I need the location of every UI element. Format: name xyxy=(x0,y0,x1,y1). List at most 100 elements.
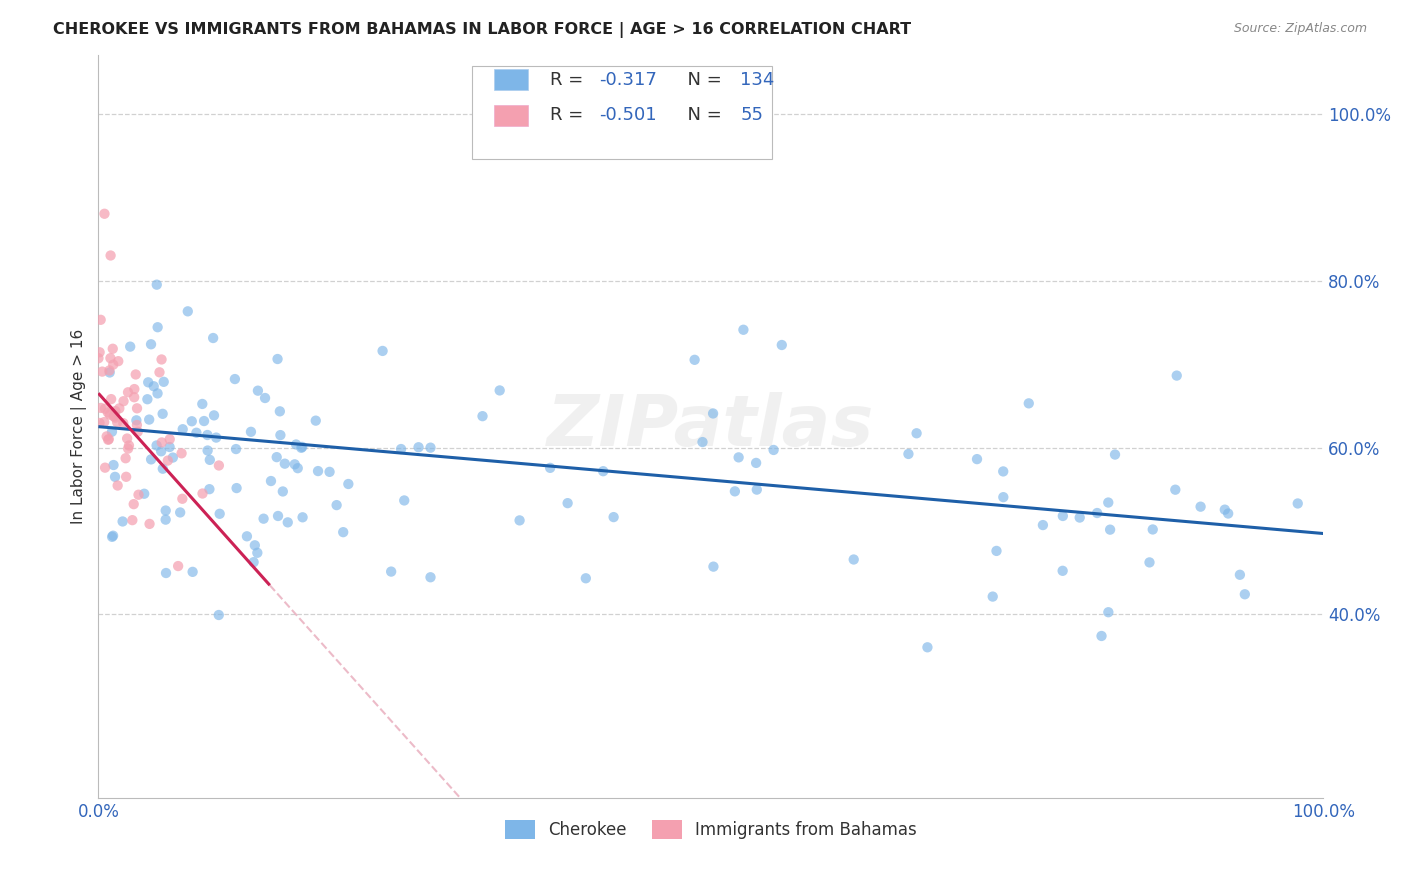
Point xyxy=(683,352,706,367)
Point xyxy=(104,410,127,425)
Point xyxy=(1090,629,1112,643)
Point xyxy=(277,516,299,530)
Point xyxy=(155,566,177,580)
Point xyxy=(307,464,329,478)
Point xyxy=(93,415,115,429)
Point xyxy=(146,320,169,334)
Point xyxy=(139,337,162,351)
Point xyxy=(1104,448,1126,462)
Point xyxy=(260,474,283,488)
Point xyxy=(419,441,441,455)
Point xyxy=(98,363,121,377)
Point xyxy=(112,394,135,409)
Point xyxy=(146,386,169,401)
Point xyxy=(198,482,221,496)
Point xyxy=(198,453,221,467)
Point xyxy=(557,496,579,510)
Point xyxy=(208,607,231,622)
Point xyxy=(246,546,269,560)
Point xyxy=(117,442,139,456)
Point xyxy=(91,365,114,379)
Point xyxy=(266,351,288,366)
Point xyxy=(770,338,793,352)
Point xyxy=(208,458,231,473)
Point xyxy=(727,450,749,465)
Point xyxy=(191,486,214,500)
Point xyxy=(100,351,122,366)
Point xyxy=(1229,567,1251,582)
Point xyxy=(96,429,118,443)
Text: -0.317: -0.317 xyxy=(599,70,657,88)
Point xyxy=(186,425,208,440)
Point xyxy=(105,415,128,429)
Point xyxy=(120,340,142,354)
Point xyxy=(125,413,148,427)
Point xyxy=(246,384,269,398)
Point xyxy=(138,412,160,426)
Point xyxy=(981,590,1004,604)
Point xyxy=(471,409,494,424)
Point xyxy=(89,416,111,430)
Point xyxy=(103,458,125,472)
Point xyxy=(905,426,928,441)
Point xyxy=(159,440,181,454)
Point xyxy=(1097,605,1119,619)
Legend: Cherokee, Immigrants from Bahamas: Cherokee, Immigrants from Bahamas xyxy=(498,813,924,846)
Point xyxy=(136,376,159,390)
Point xyxy=(159,432,181,446)
Point xyxy=(127,425,149,439)
Point xyxy=(762,442,785,457)
Point xyxy=(97,405,120,419)
Point xyxy=(1164,483,1187,497)
Point xyxy=(152,375,174,389)
Point xyxy=(150,435,173,450)
Point xyxy=(1166,368,1188,383)
Point xyxy=(993,465,1015,479)
Point xyxy=(538,461,561,475)
Point xyxy=(155,503,177,517)
Point xyxy=(118,438,141,452)
Point xyxy=(125,401,148,416)
Point xyxy=(371,343,394,358)
Point xyxy=(702,559,724,574)
Point xyxy=(98,366,121,380)
Point xyxy=(284,458,307,472)
Text: CHEROKEE VS IMMIGRANTS FROM BAHAMAS IN LABOR FORCE | AGE > 16 CORRELATION CHART: CHEROKEE VS IMMIGRANTS FROM BAHAMAS IN L… xyxy=(53,22,911,38)
Point xyxy=(172,422,194,436)
Point xyxy=(197,443,219,458)
Text: 134: 134 xyxy=(740,70,775,88)
Point xyxy=(103,409,125,424)
Point xyxy=(170,446,193,460)
Point xyxy=(325,498,347,512)
Point xyxy=(142,379,165,393)
Point xyxy=(592,464,614,478)
Point xyxy=(1233,587,1256,601)
Point xyxy=(1218,507,1240,521)
Point xyxy=(285,437,308,451)
Point xyxy=(124,382,146,396)
Point xyxy=(239,425,262,439)
Point xyxy=(108,401,131,416)
Point xyxy=(252,511,274,525)
Point xyxy=(94,401,117,416)
Point xyxy=(172,491,194,506)
Point xyxy=(225,442,247,456)
Point xyxy=(150,444,173,458)
Bar xyxy=(494,105,529,126)
Point xyxy=(236,529,259,543)
Point xyxy=(733,323,755,337)
Point xyxy=(986,544,1008,558)
Point xyxy=(291,510,314,524)
Point xyxy=(966,452,988,467)
Point xyxy=(287,461,309,475)
Point xyxy=(337,477,360,491)
Point xyxy=(150,352,173,367)
Point xyxy=(692,435,714,450)
Point xyxy=(897,447,920,461)
Point xyxy=(745,456,768,470)
Point xyxy=(97,432,120,446)
Point xyxy=(111,515,134,529)
Point xyxy=(177,304,200,318)
Point xyxy=(269,404,291,418)
Point xyxy=(1142,523,1164,537)
